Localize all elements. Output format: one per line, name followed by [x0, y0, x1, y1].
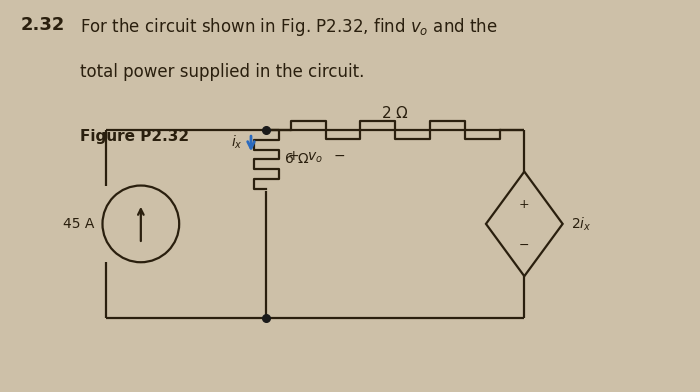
Text: −: −: [519, 240, 530, 252]
Text: $2\ \Omega$: $2\ \Omega$: [382, 105, 409, 122]
Text: 45 A: 45 A: [63, 217, 94, 231]
Text: 2.32: 2.32: [21, 16, 65, 34]
Text: Figure P2.32: Figure P2.32: [80, 129, 190, 144]
Text: For the circuit shown in Fig. P2.32, find $v_o$ and the: For the circuit shown in Fig. P2.32, fin…: [80, 16, 498, 38]
Text: +: +: [519, 198, 530, 211]
Text: total power supplied in the circuit.: total power supplied in the circuit.: [80, 63, 365, 81]
Text: $i_x$: $i_x$: [231, 133, 243, 151]
Text: $+\ \ v_o\ \ -$: $+\ \ v_o\ \ -$: [287, 149, 346, 165]
Text: $6\ \Omega$: $6\ \Omega$: [284, 152, 309, 166]
Text: $2i_x$: $2i_x$: [571, 215, 592, 232]
